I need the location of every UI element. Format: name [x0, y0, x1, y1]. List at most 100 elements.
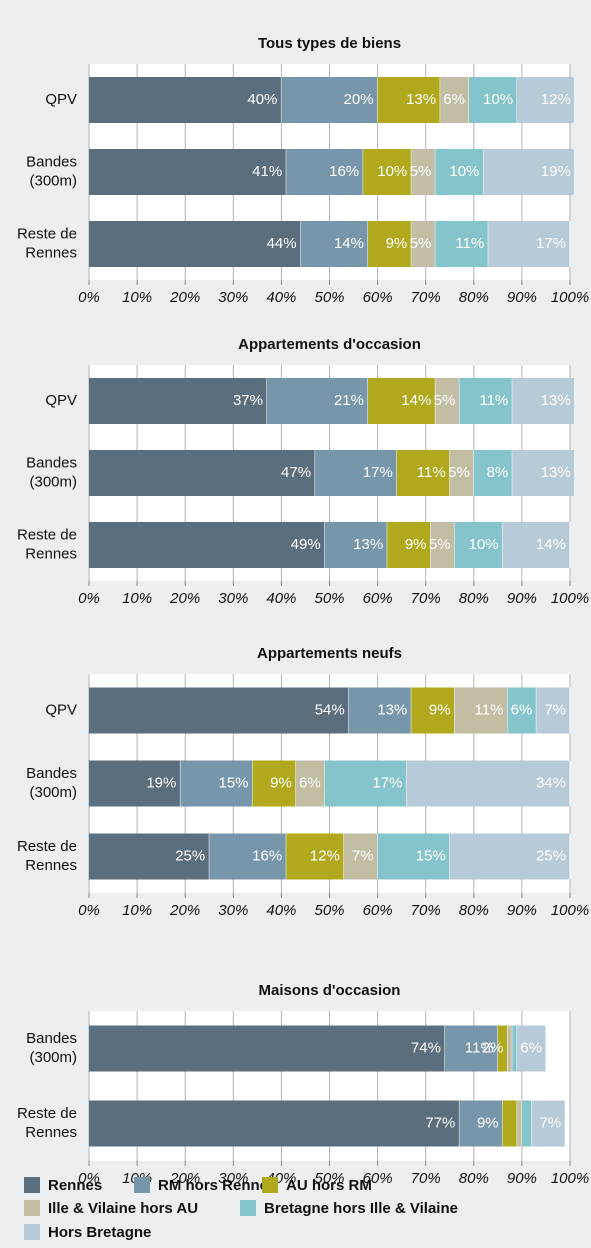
legend-swatch — [240, 1200, 256, 1216]
value-label: 9% — [429, 701, 451, 718]
value-label: 13% — [541, 392, 571, 409]
bar-segment — [435, 149, 484, 195]
value-label: 19% — [541, 163, 571, 180]
value-label: 47% — [281, 464, 311, 481]
value-label: 20% — [344, 91, 374, 108]
bar-segment — [531, 1100, 566, 1147]
bar-segment — [483, 149, 575, 195]
value-label: 17% — [363, 464, 393, 481]
value-label: 10% — [483, 91, 513, 108]
bar-segment — [286, 833, 344, 880]
x-tick-label: 20% — [169, 590, 200, 607]
x-tick-label: 60% — [363, 1170, 393, 1187]
category-label: QPV — [45, 392, 77, 409]
bar-segment — [502, 1100, 518, 1147]
x-tick-label: 50% — [314, 1170, 344, 1187]
bar-segment — [468, 77, 518, 123]
category-label: Reste de Rennes — [17, 1105, 77, 1141]
bar-segment — [507, 687, 537, 734]
x-tick-label: 100% — [551, 289, 589, 306]
bar-segment — [315, 450, 397, 496]
bar-segment — [454, 522, 503, 568]
x-tick-label: 10% — [122, 289, 152, 306]
bar-segment — [512, 378, 575, 424]
x-tick-label: 100% — [551, 902, 589, 919]
bar-segment — [300, 221, 368, 267]
value-label: 6% — [520, 1039, 542, 1056]
category-label: Bandes (300m) — [26, 765, 77, 801]
x-tick-label: 0% — [78, 590, 100, 607]
value-label: 17% — [536, 235, 566, 252]
x-tick-label: 80% — [459, 902, 489, 919]
x-tick-label: 60% — [363, 590, 393, 607]
bar-segment — [517, 1100, 522, 1147]
value-label: 12% — [541, 91, 571, 108]
bar-segment — [343, 833, 378, 880]
bar-segment — [411, 687, 455, 734]
bar-segment — [473, 450, 513, 496]
bar-segment — [387, 522, 431, 568]
bar-segment — [367, 221, 412, 267]
chart-title: Appartements neufs — [257, 645, 402, 662]
legend-swatch — [262, 1177, 278, 1193]
chart-title: Maisons d'occasion — [259, 982, 401, 999]
x-tick-label: 0% — [78, 289, 100, 306]
bar-segment — [89, 833, 210, 880]
bar-segment — [411, 149, 436, 195]
bar-segment — [497, 1025, 508, 1072]
bar-segment — [435, 378, 460, 424]
value-label: 9% — [405, 536, 427, 553]
x-tick-label: 30% — [218, 902, 248, 919]
x-tick-label: 30% — [218, 289, 248, 306]
value-label: 17% — [372, 774, 402, 791]
value-label: 14% — [334, 235, 364, 252]
bar-segment — [449, 833, 570, 880]
bar-segment — [444, 1025, 498, 1072]
legend-label: RM hors Rennes — [158, 1177, 276, 1194]
value-label: 6% — [299, 774, 321, 791]
x-tick-label: 100% — [551, 590, 589, 607]
value-label: 16% — [252, 847, 282, 864]
value-label: 10% — [377, 163, 407, 180]
x-tick-label: 60% — [363, 902, 393, 919]
bar-segment — [507, 1025, 513, 1072]
bar-segment — [89, 1025, 445, 1072]
bar-segment — [180, 760, 253, 807]
bar-segment — [512, 450, 575, 496]
x-tick-label: 100% — [551, 1170, 589, 1187]
value-label: 5% — [429, 536, 451, 553]
chart-title: Appartements d'occasion — [238, 336, 421, 353]
value-label: 13% — [353, 536, 383, 553]
bar-segment — [430, 522, 455, 568]
bar-segment — [459, 1100, 503, 1147]
value-label: 14% — [401, 392, 431, 409]
bar-segment — [89, 149, 287, 195]
bar-segment — [89, 450, 316, 496]
value-label: 6% — [511, 701, 533, 718]
x-tick-label: 90% — [507, 902, 537, 919]
value-label: 25% — [175, 847, 205, 864]
x-tick-label: 40% — [266, 902, 296, 919]
value-label: 13% — [377, 701, 407, 718]
value-label: 41% — [252, 163, 282, 180]
value-label: 11% — [417, 464, 446, 481]
x-tick-label: 50% — [314, 590, 344, 607]
category-label: Reste de Rennes — [17, 225, 77, 261]
value-label: 7% — [544, 701, 566, 718]
value-label: 34% — [536, 774, 566, 791]
x-tick-label: 90% — [507, 289, 537, 306]
x-tick-label: 70% — [411, 590, 441, 607]
x-tick-label: 20% — [169, 902, 200, 919]
value-label: 12% — [310, 847, 340, 864]
bar-segment — [324, 522, 388, 568]
bar-segment — [367, 378, 436, 424]
x-tick-label: 90% — [507, 590, 537, 607]
legend-label: Ille & Vilaine hors AU — [48, 1200, 198, 1217]
bar-segment — [517, 77, 575, 123]
bar-segment — [89, 522, 325, 568]
value-label: 5% — [410, 163, 432, 180]
x-tick-label: 40% — [266, 289, 296, 306]
chart-title: Tous types de biens — [258, 35, 401, 52]
bar-segment — [536, 687, 570, 734]
